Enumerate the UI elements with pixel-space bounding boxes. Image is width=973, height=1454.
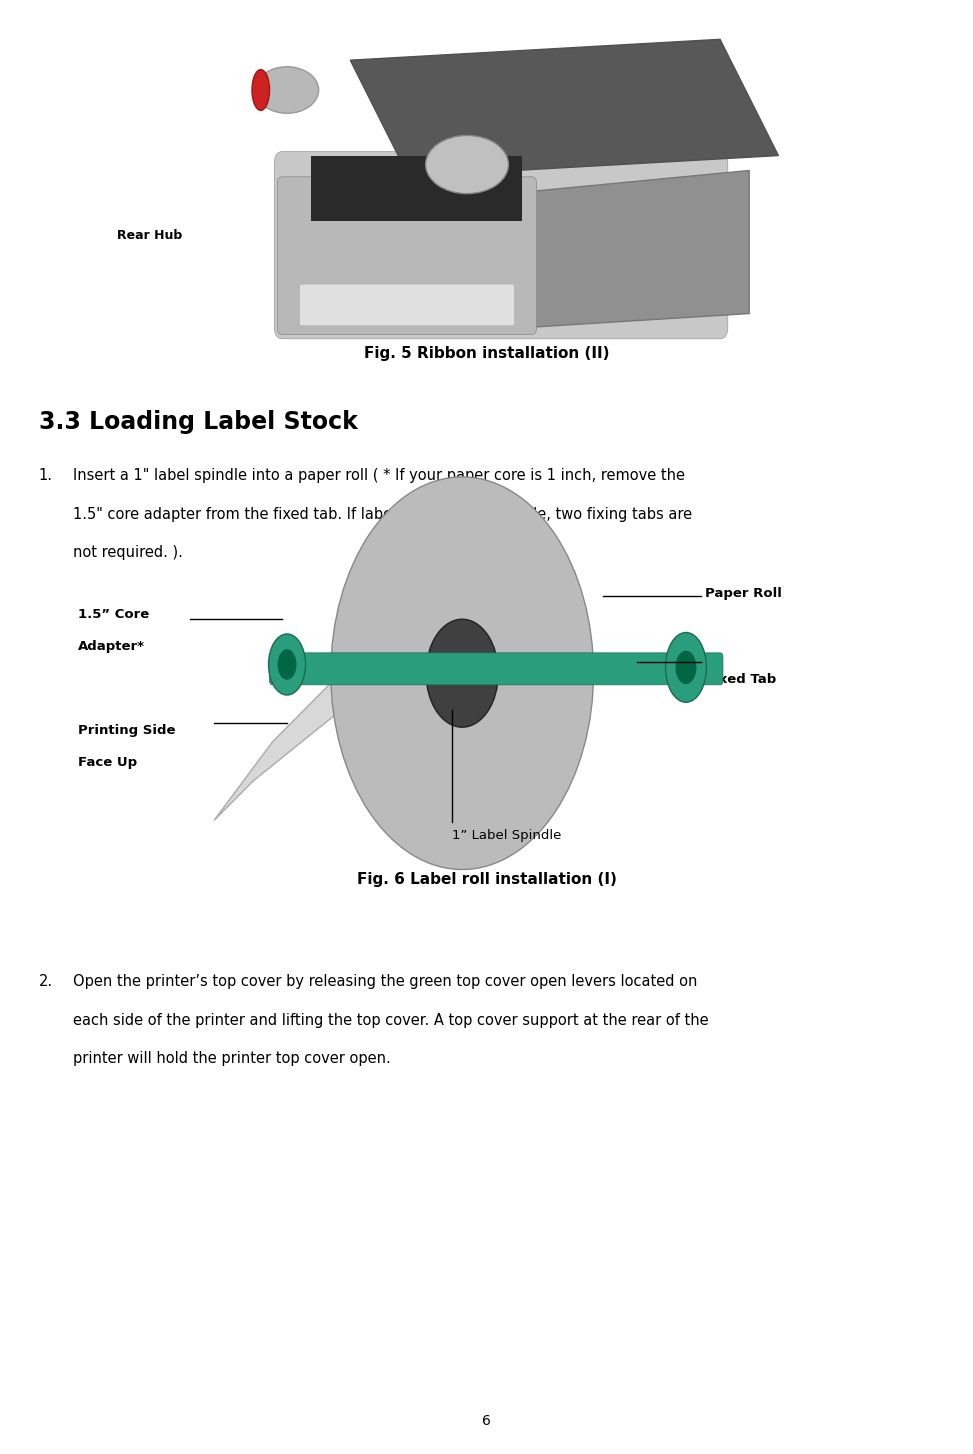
- Text: Fig. 5 Ribbon installation (II): Fig. 5 Ribbon installation (II): [364, 346, 609, 361]
- Text: Face Up: Face Up: [78, 756, 137, 769]
- Text: 1.: 1.: [39, 468, 53, 483]
- Text: 2.: 2.: [39, 974, 54, 989]
- Ellipse shape: [269, 634, 306, 695]
- Ellipse shape: [331, 477, 594, 869]
- FancyBboxPatch shape: [270, 653, 723, 685]
- Text: Fig. 6 Label roll installation (I): Fig. 6 Label roll installation (I): [356, 872, 617, 887]
- Text: printer will hold the printer top cover open.: printer will hold the printer top cover …: [73, 1051, 391, 1066]
- Text: 1.5" core adapter from the fixed tab. If label width is 4 inch wide, two fixing : 1.5" core adapter from the fixed tab. If…: [73, 506, 692, 522]
- Text: Rear Hub: Rear Hub: [117, 230, 182, 241]
- Ellipse shape: [252, 70, 270, 111]
- FancyBboxPatch shape: [300, 284, 515, 326]
- Ellipse shape: [425, 135, 508, 193]
- Ellipse shape: [255, 67, 319, 113]
- Text: Adapter*: Adapter*: [78, 640, 145, 653]
- Text: Insert a 1" label spindle into a paper roll ( * If your paper core is 1 inch, re: Insert a 1" label spindle into a paper r…: [73, 468, 685, 483]
- FancyBboxPatch shape: [277, 177, 537, 334]
- Ellipse shape: [278, 650, 296, 679]
- Text: not required. ).: not required. ).: [73, 545, 183, 560]
- Text: 3.3 Loading Label Stock: 3.3 Loading Label Stock: [39, 410, 358, 435]
- Text: Fixed Tab: Fixed Tab: [705, 673, 776, 686]
- Text: 6: 6: [482, 1413, 491, 1428]
- Text: Paper Roll: Paper Roll: [705, 587, 782, 601]
- Ellipse shape: [426, 619, 498, 727]
- FancyBboxPatch shape: [311, 156, 523, 221]
- Polygon shape: [531, 170, 749, 327]
- Text: 1.5” Core: 1.5” Core: [78, 608, 149, 621]
- Text: Open the printer’s top cover by releasing the green top cover open levers locate: Open the printer’s top cover by releasin…: [73, 974, 698, 989]
- Text: each side of the printer and lifting the top cover. A top cover support at the r: each side of the printer and lifting the…: [73, 1012, 708, 1028]
- Polygon shape: [214, 663, 350, 820]
- Text: 1” Label Spindle: 1” Label Spindle: [452, 829, 561, 842]
- Ellipse shape: [666, 632, 706, 702]
- Text: Printing Side: Printing Side: [78, 724, 175, 737]
- FancyBboxPatch shape: [274, 151, 728, 339]
- Polygon shape: [350, 39, 778, 176]
- Ellipse shape: [676, 651, 696, 683]
